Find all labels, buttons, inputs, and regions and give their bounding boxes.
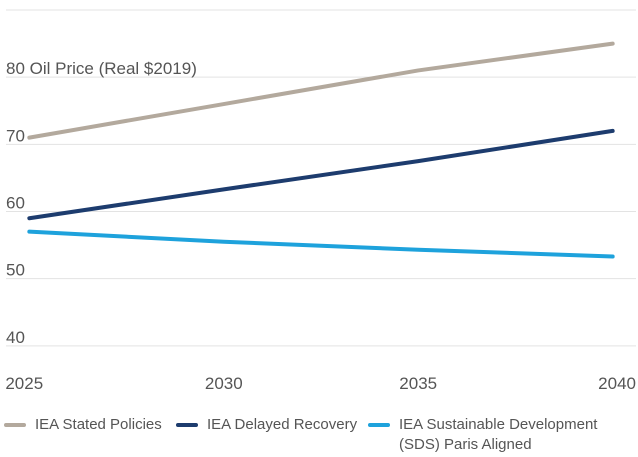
- y-tick-label-60: 60: [6, 194, 25, 213]
- y-tick-label-50: 50: [6, 261, 25, 280]
- legend-item-sustainable-development: IEA Sustainable Development (SDS) Paris …: [368, 415, 630, 455]
- x-tick-label-2025: 2025: [5, 374, 43, 393]
- line-chart: 40 50 60 70 80 Oil Price (Real $2019) 2025 203…: [5, 9, 636, 393]
- x-tick-label-2030: 2030: [205, 374, 243, 393]
- legend-label: IEA Delayed Recovery: [207, 416, 358, 433]
- series-line-3: [27, 229, 615, 259]
- legend-swatch-delayed-recovery: [176, 423, 198, 427]
- y-tick-label-70: 70: [6, 126, 25, 145]
- y-tick-label-80: 80 Oil Price (Real $2019): [6, 59, 197, 78]
- legend-item-stated-policies: IEA Stated Policies: [4, 415, 174, 435]
- x-tick-label-2040: 2040: [598, 374, 636, 393]
- series-line-1: [27, 41, 615, 140]
- series-line-2: [27, 128, 615, 221]
- legend-item-delayed-recovery: IEA Delayed Recovery: [176, 415, 376, 435]
- legend-swatch-stated-policies: [4, 423, 26, 427]
- legend: IEA Stated Policies IEA Delayed Recovery…: [4, 415, 634, 455]
- legend-label: IEA Sustainable Development (SDS) Paris …: [399, 416, 598, 453]
- y-tick-label-40: 40: [6, 328, 25, 347]
- legend-label: IEA Stated Policies: [35, 416, 162, 433]
- x-tick-label-2035: 2035: [399, 374, 437, 393]
- legend-swatch-sustainable-development: [368, 423, 390, 427]
